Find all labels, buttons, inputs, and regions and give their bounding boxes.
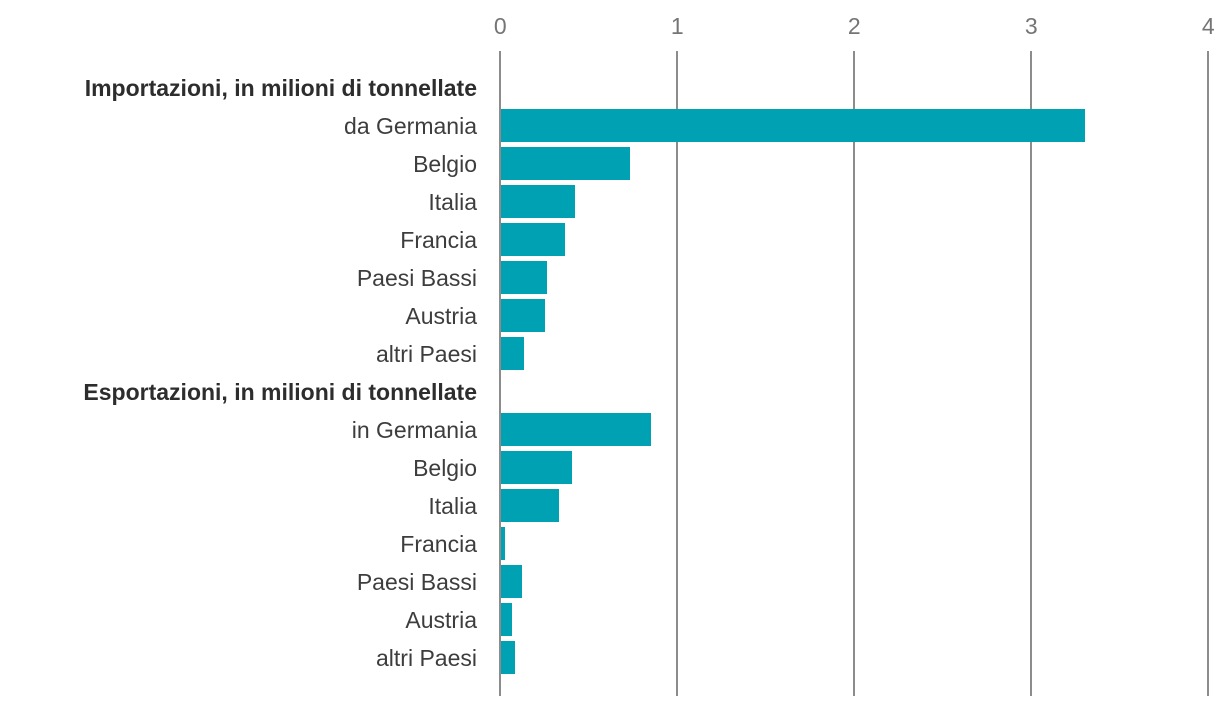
category-label: Italia [428,189,477,215]
bar-row: altri Paesi [0,335,1220,373]
bar-row: Paesi Bassi [0,563,1220,601]
category-label: Austria [405,303,477,329]
bar [501,147,631,180]
category-label: Paesi Bassi [356,265,477,291]
category-label: Francia [400,531,477,557]
category-label: in Germania [351,417,477,443]
group-heading-row: Importazioni, in milioni di tonnellate [0,69,1220,107]
bar-row: da Germania [0,107,1220,145]
gridline [499,51,502,696]
bar-row: Paesi Bassi [0,259,1220,297]
bar [501,641,516,674]
bar [501,223,565,256]
axis-tick-label: 1 [670,13,684,39]
group-heading-row: Esportazioni, in milioni di tonnellate [0,373,1220,411]
gridline [853,51,856,696]
category-label: Belgio [413,151,477,177]
bar-row: Francia [0,221,1220,259]
gridline [1030,51,1033,696]
category-label: Francia [400,227,477,253]
category-label: Austria [405,607,477,633]
bar-row: in Germania [0,411,1220,449]
category-label: da Germania [344,113,477,139]
bar-row: altri Paesi [0,639,1220,677]
bar-row: Austria [0,601,1220,639]
axis-tick-label: 4 [1201,13,1215,39]
bar-row: Belgio [0,449,1220,487]
bar [501,337,524,370]
category-label: Belgio [413,455,477,481]
bar-row: Austria [0,297,1220,335]
category-label: altri Paesi [376,341,477,367]
bar [501,299,546,332]
group-heading: Esportazioni, in milioni di tonnellate [83,379,477,405]
gridline [1207,51,1210,696]
bar [501,565,523,598]
axis-tick-label: 0 [493,13,507,39]
bar [501,489,560,522]
bar-row: Italia [0,487,1220,525]
bar [501,451,572,484]
axis-tick-label: 2 [847,13,861,39]
chart-rows: Importazioni, in milioni di tonnellate da… [0,69,1220,677]
bar [501,413,652,446]
bar [501,261,547,294]
bar-row: Francia [0,525,1220,563]
group-heading: Importazioni, in milioni di tonnellate [84,75,477,101]
bar [501,185,576,218]
bar-row: Italia [0,183,1220,221]
bar [501,109,1086,142]
gridline [676,51,679,696]
category-label: Paesi Bassi [356,569,477,595]
category-label: Italia [428,493,477,519]
bar [501,527,505,560]
bar [501,603,512,636]
axis-tick-label: 3 [1024,13,1038,39]
bar-row: Belgio [0,145,1220,183]
category-label: altri Paesi [376,645,477,671]
